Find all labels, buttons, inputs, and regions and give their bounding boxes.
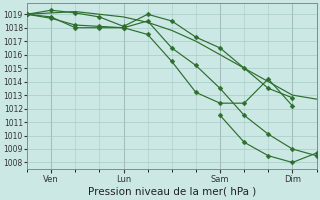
- X-axis label: Pression niveau de la mer( hPa ): Pression niveau de la mer( hPa ): [88, 187, 256, 197]
